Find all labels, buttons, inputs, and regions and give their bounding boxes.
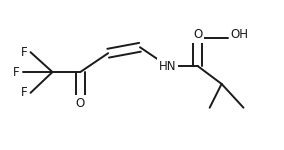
Text: F: F (13, 66, 20, 79)
Text: F: F (21, 86, 28, 99)
Text: O: O (193, 28, 202, 41)
Text: OH: OH (231, 28, 248, 41)
Text: F: F (21, 46, 28, 59)
Text: HN: HN (159, 60, 177, 73)
Text: O: O (76, 97, 85, 110)
